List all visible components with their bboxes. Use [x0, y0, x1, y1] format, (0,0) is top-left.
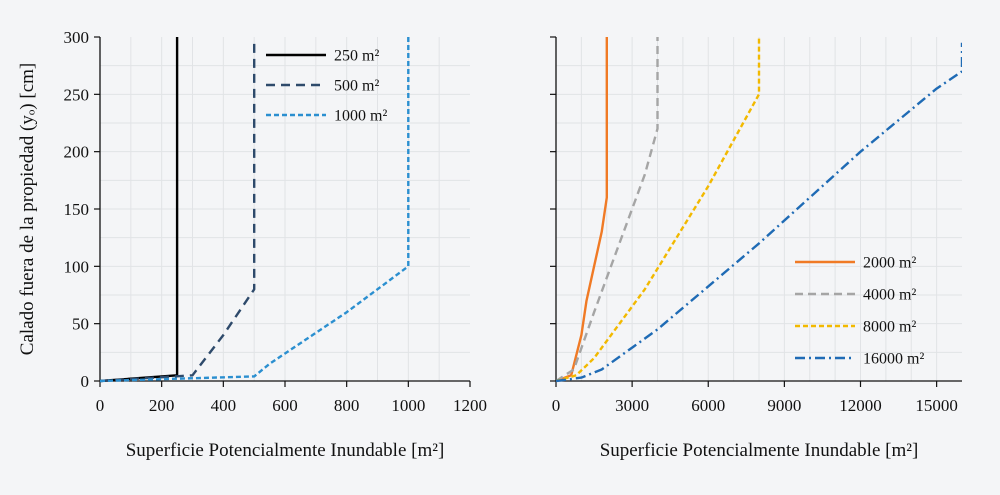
series-line-2000m	[556, 37, 608, 383]
x-tick-label: 0	[96, 396, 105, 415]
series-line-1000m	[100, 37, 410, 383]
series-line-8000m	[556, 37, 761, 383]
legend-label: 250 m²	[334, 48, 379, 65]
series-line-4000m	[556, 37, 659, 383]
legend-label: 500 m²	[334, 78, 379, 95]
y-axis-label: Calado fuera de la propiedad (yₒ) [cm]	[17, 63, 38, 355]
legend-label: 1000 m²	[334, 108, 387, 125]
x-tick-label: 1000	[391, 396, 425, 415]
x-tick-label: 12000	[839, 396, 882, 415]
x-tick-label: 3000	[615, 396, 649, 415]
x-tick-label: 200	[149, 396, 175, 415]
series-line-500m	[100, 42, 256, 383]
x-tick-label: 1200	[453, 396, 487, 415]
legend-label: 4000 m²	[863, 287, 916, 304]
y-tick-label: 300	[64, 28, 90, 47]
legend: 2000 m² 4000 m² 8000 m² 16000 m²	[795, 255, 924, 368]
x-tick-label: 9000	[767, 396, 801, 415]
x-tick-label: 400	[211, 396, 237, 415]
series-line-16000m	[556, 42, 962, 383]
x-tick-label: 15000	[915, 396, 958, 415]
legend-label: 8000 m²	[863, 319, 916, 336]
y-tick-label: 100	[64, 257, 90, 276]
right-chart-panel: 0 3000 6000 9000 12000 15000 Superficie Potenc…	[550, 36, 962, 461]
gridlines	[100, 37, 470, 381]
y-tick-label: 0	[81, 372, 90, 391]
x-tick-label: 6000	[691, 396, 725, 415]
y-tick-label: 200	[64, 143, 90, 162]
y-tick-label: 150	[64, 200, 90, 219]
y-tick-label: 50	[72, 315, 89, 334]
legend-label: 2000 m²	[863, 255, 916, 272]
x-axis-label: Superficie Potencialmente Inundable [m²]	[126, 440, 445, 461]
x-axis-label: Superficie Potencialmente Inundable [m²]	[600, 440, 919, 461]
legend: 250 m² 500 m² 1000 m²	[266, 48, 387, 125]
x-tick-label: 600	[272, 396, 298, 415]
x-tick-label: 0	[552, 396, 561, 415]
x-tick-label: 800	[334, 396, 360, 415]
left-chart-panel: 0 200 400 600 800 1000 1200 0 50 100 150 200 250 300 S…	[17, 28, 487, 461]
y-tick-label: 250	[64, 85, 90, 104]
legend-label: 16000 m²	[863, 351, 924, 368]
